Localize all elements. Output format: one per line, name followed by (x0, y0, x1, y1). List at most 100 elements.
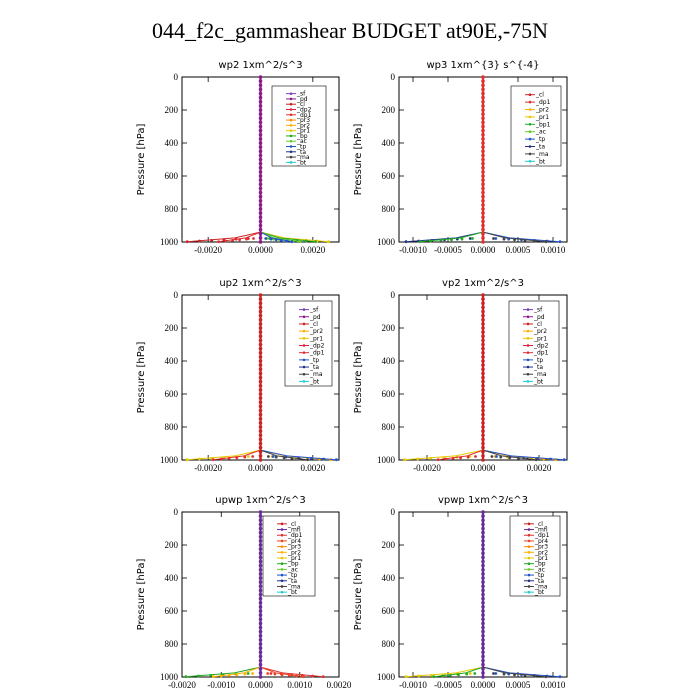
series-point-mfl (258, 547, 263, 551)
legend: _sf_pd_cl_dp2_dp1_pr3_pr2_pr1_bp_ac_tp_t… (271, 85, 327, 166)
chart-panel-2: wp3 1xm^{3} s^{-4} Pressure [hPa] 0 200 400 6… (353, 60, 568, 255)
legend-marker-ac (289, 139, 293, 143)
y-tick-label: 0 (174, 290, 179, 300)
series-point-mfl (481, 539, 485, 543)
series-point-dp1 (224, 239, 228, 243)
series-point-mfl (481, 543, 485, 547)
series-point-pr4 (287, 674, 291, 677)
series-point-cl (258, 363, 263, 367)
legend-entry-bp: _bp (287, 561, 299, 568)
series-point-pd (258, 100, 263, 104)
series-point-ma (499, 455, 503, 459)
legend-marker-bt (280, 590, 284, 594)
chart-panel-3: up2 1xm^2/s^3 Pressure [hPa] 0 200 400 600 800… (136, 278, 340, 473)
series-point-dp1 (481, 174, 485, 178)
y-tick-label: 400 (382, 573, 396, 583)
legend-marker-bt (527, 590, 531, 594)
legend-marker-ta (527, 579, 531, 583)
y-tick-label: 1000 (377, 672, 396, 682)
series-point-mfl (481, 625, 485, 630)
series-point-cl (258, 330, 263, 334)
legend-marker-pr2 (528, 108, 532, 111)
legend-entry-ac: _ac (534, 566, 545, 573)
series-point-mfl (258, 609, 263, 613)
series-point-mfl (258, 671, 263, 675)
series-point-mfl (481, 642, 485, 646)
legend-entry-ma: _ma (533, 371, 547, 378)
panel-title: up2 1xm^2/s^3 (219, 278, 301, 289)
series-line-pr1 (405, 512, 484, 678)
legend-entry-tp: _tp (287, 572, 297, 579)
series-point-dp1 (481, 215, 485, 220)
legend-marker-ta (528, 145, 532, 148)
series-point-dp1 (481, 145, 485, 149)
series-point-ma (523, 674, 527, 677)
series-point-cl (481, 433, 485, 438)
legend-marker-dp1 (280, 533, 284, 537)
legend-marker-dp1 (289, 113, 293, 117)
y-tick-label: 0 (391, 507, 396, 517)
y-tick-label: 200 (382, 105, 396, 115)
series-point-pd (258, 190, 263, 195)
legend-marker-pr3 (280, 545, 284, 548)
legend-entry-pr3: _pr3 (287, 544, 301, 551)
legend-entry-pr2: _pr2 (535, 107, 549, 114)
legend-marker-cl (528, 93, 532, 96)
series-point-dp1 (481, 178, 485, 182)
series-point-pr2 (212, 675, 215, 679)
legend-entry-bp: _bp (534, 561, 546, 568)
series-point-pd (258, 211, 263, 215)
panel-title: wp3 1xm^{3} s^{-4} (426, 60, 539, 71)
series-point-dp1 (481, 87, 485, 92)
figure-title: 044_f2c_gammashear BUDGET at90E,-75N (151, 18, 549, 43)
series-point-dp1 (269, 672, 273, 675)
x-tick-label: 0.0000 (248, 463, 273, 473)
series-point-mfl (481, 551, 485, 556)
legend-box (509, 515, 561, 597)
legend-entry-pd: _pd (309, 314, 321, 321)
series-point-mfl (258, 568, 263, 572)
y-tick-label: 200 (165, 540, 179, 550)
x-tick-label: -0.0010 (399, 680, 427, 690)
series-point-mfl (481, 576, 485, 580)
series-point-mfl (481, 584, 485, 589)
series-point-ma (492, 237, 495, 240)
series-point-tp (264, 237, 268, 240)
series-point-cl (258, 297, 263, 301)
legend-marker-cl (302, 322, 306, 326)
legend-entry-ma: _ma (287, 583, 301, 590)
series-point-cl (481, 351, 485, 355)
series-point-bp (450, 238, 453, 242)
legend-entry-dp2: _dp2 (533, 343, 549, 350)
series-point-dp1 (481, 91, 485, 96)
y-tick-label: 600 (382, 606, 396, 616)
series-point-mfl (481, 530, 485, 535)
legend-marker-bt (528, 160, 532, 163)
series-point-cl (481, 408, 485, 413)
y-axis-label: Pressure [hPa] (136, 559, 147, 631)
series-point-dp1 (481, 203, 485, 207)
legend-entry-dp2: _dp2 (296, 107, 312, 114)
series-point-tp (280, 239, 283, 242)
series-point-pr4 (280, 673, 284, 677)
series-point-mfl (258, 601, 263, 605)
series-point-mfl (481, 621, 485, 626)
series-point-mfl (258, 539, 263, 543)
series-point-pr4 (302, 675, 306, 679)
series-point-pd (258, 104, 263, 108)
series-point-cl (258, 400, 263, 405)
legend-marker-pr4 (280, 539, 284, 543)
legend-marker-ma (528, 152, 532, 156)
series-point-mfl (258, 596, 263, 601)
series-point-cl (481, 342, 485, 347)
y-tick-label: 0 (174, 507, 179, 517)
x-tick-label: -0.0020 (194, 245, 222, 255)
y-tick-label: 600 (165, 389, 179, 399)
legend-entry-pd: _pd (296, 96, 308, 103)
y-tick-label: 400 (165, 356, 179, 366)
series-point-mfl (481, 650, 485, 655)
series-point-mfl (481, 671, 485, 675)
legend-marker-ta (289, 150, 293, 154)
panel-title: vp2 1xm^2/s^3 (442, 278, 524, 289)
series-point-tp (494, 237, 498, 240)
